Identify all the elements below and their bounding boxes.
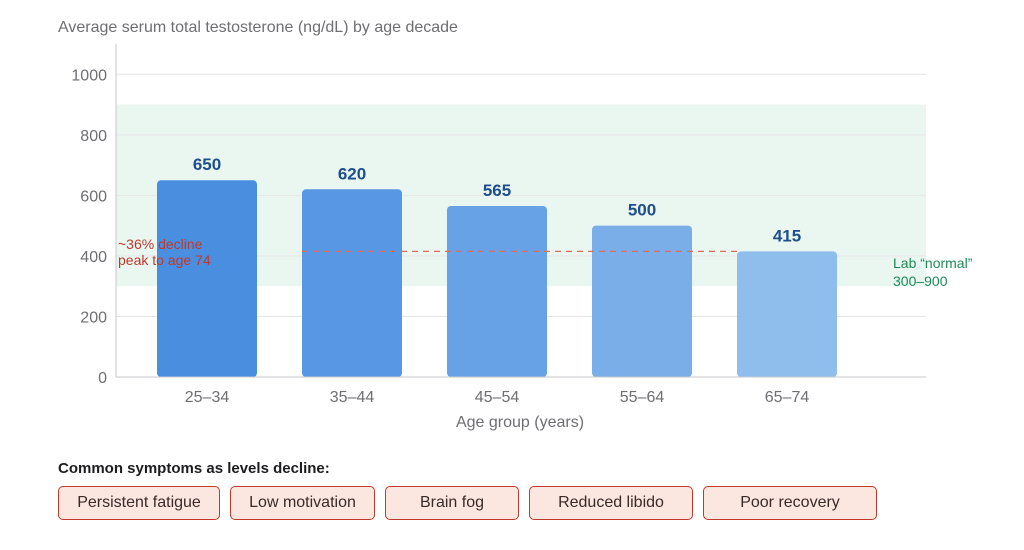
x-axis-label: Age group (years) (456, 414, 584, 431)
symptom-pill: Poor recovery (703, 486, 877, 520)
bar-65–74 (737, 251, 837, 377)
symptom-pill: Low motivation (230, 486, 375, 520)
x-tick-label: 45–54 (475, 389, 520, 406)
bar-chart: Average serum total testosterone (ng/dL)… (58, 19, 973, 431)
value-label: 500 (628, 201, 656, 220)
chart-title: Average serum total testosterone (ng/dL)… (58, 19, 458, 36)
decline-annotation-detail: peak to age 74 (118, 252, 211, 268)
value-label: 650 (193, 155, 221, 174)
symptoms-title: Common symptoms as levels decline: (58, 460, 330, 477)
x-tick-label: 65–74 (765, 389, 810, 406)
x-tick-label: 35–44 (330, 389, 375, 406)
symptom-pill: Reduced libido (529, 486, 693, 520)
normal-range-label: Lab “normal” (893, 255, 973, 271)
bar-25–34 (157, 180, 257, 377)
value-label: 565 (483, 181, 511, 200)
decline-annotation: ~36% decline (118, 236, 203, 252)
value-label: 415 (773, 226, 801, 245)
y-tick-label: 200 (80, 309, 107, 326)
symptom-pill: Brain fog (385, 486, 519, 520)
y-tick-label: 600 (80, 188, 107, 205)
y-tick-label: 400 (80, 249, 107, 266)
value-label: 620 (338, 164, 366, 183)
bar-35–44 (302, 189, 402, 377)
bar-55–64 (592, 225, 692, 377)
y-tick-label: 800 (80, 128, 107, 145)
x-tick-label: 55–64 (620, 389, 665, 406)
symptom-pill: Persistent fatigue (58, 486, 220, 520)
y-tick-label: 0 (98, 370, 107, 387)
symptom-pills: Persistent fatigue Low motivation Brain fo… (58, 486, 877, 520)
normal-range-values: 300–900 (893, 273, 948, 289)
bar-45–54 (447, 205, 547, 377)
x-tick-label: 25–34 (185, 389, 230, 406)
y-tick-label: 1000 (71, 67, 107, 84)
